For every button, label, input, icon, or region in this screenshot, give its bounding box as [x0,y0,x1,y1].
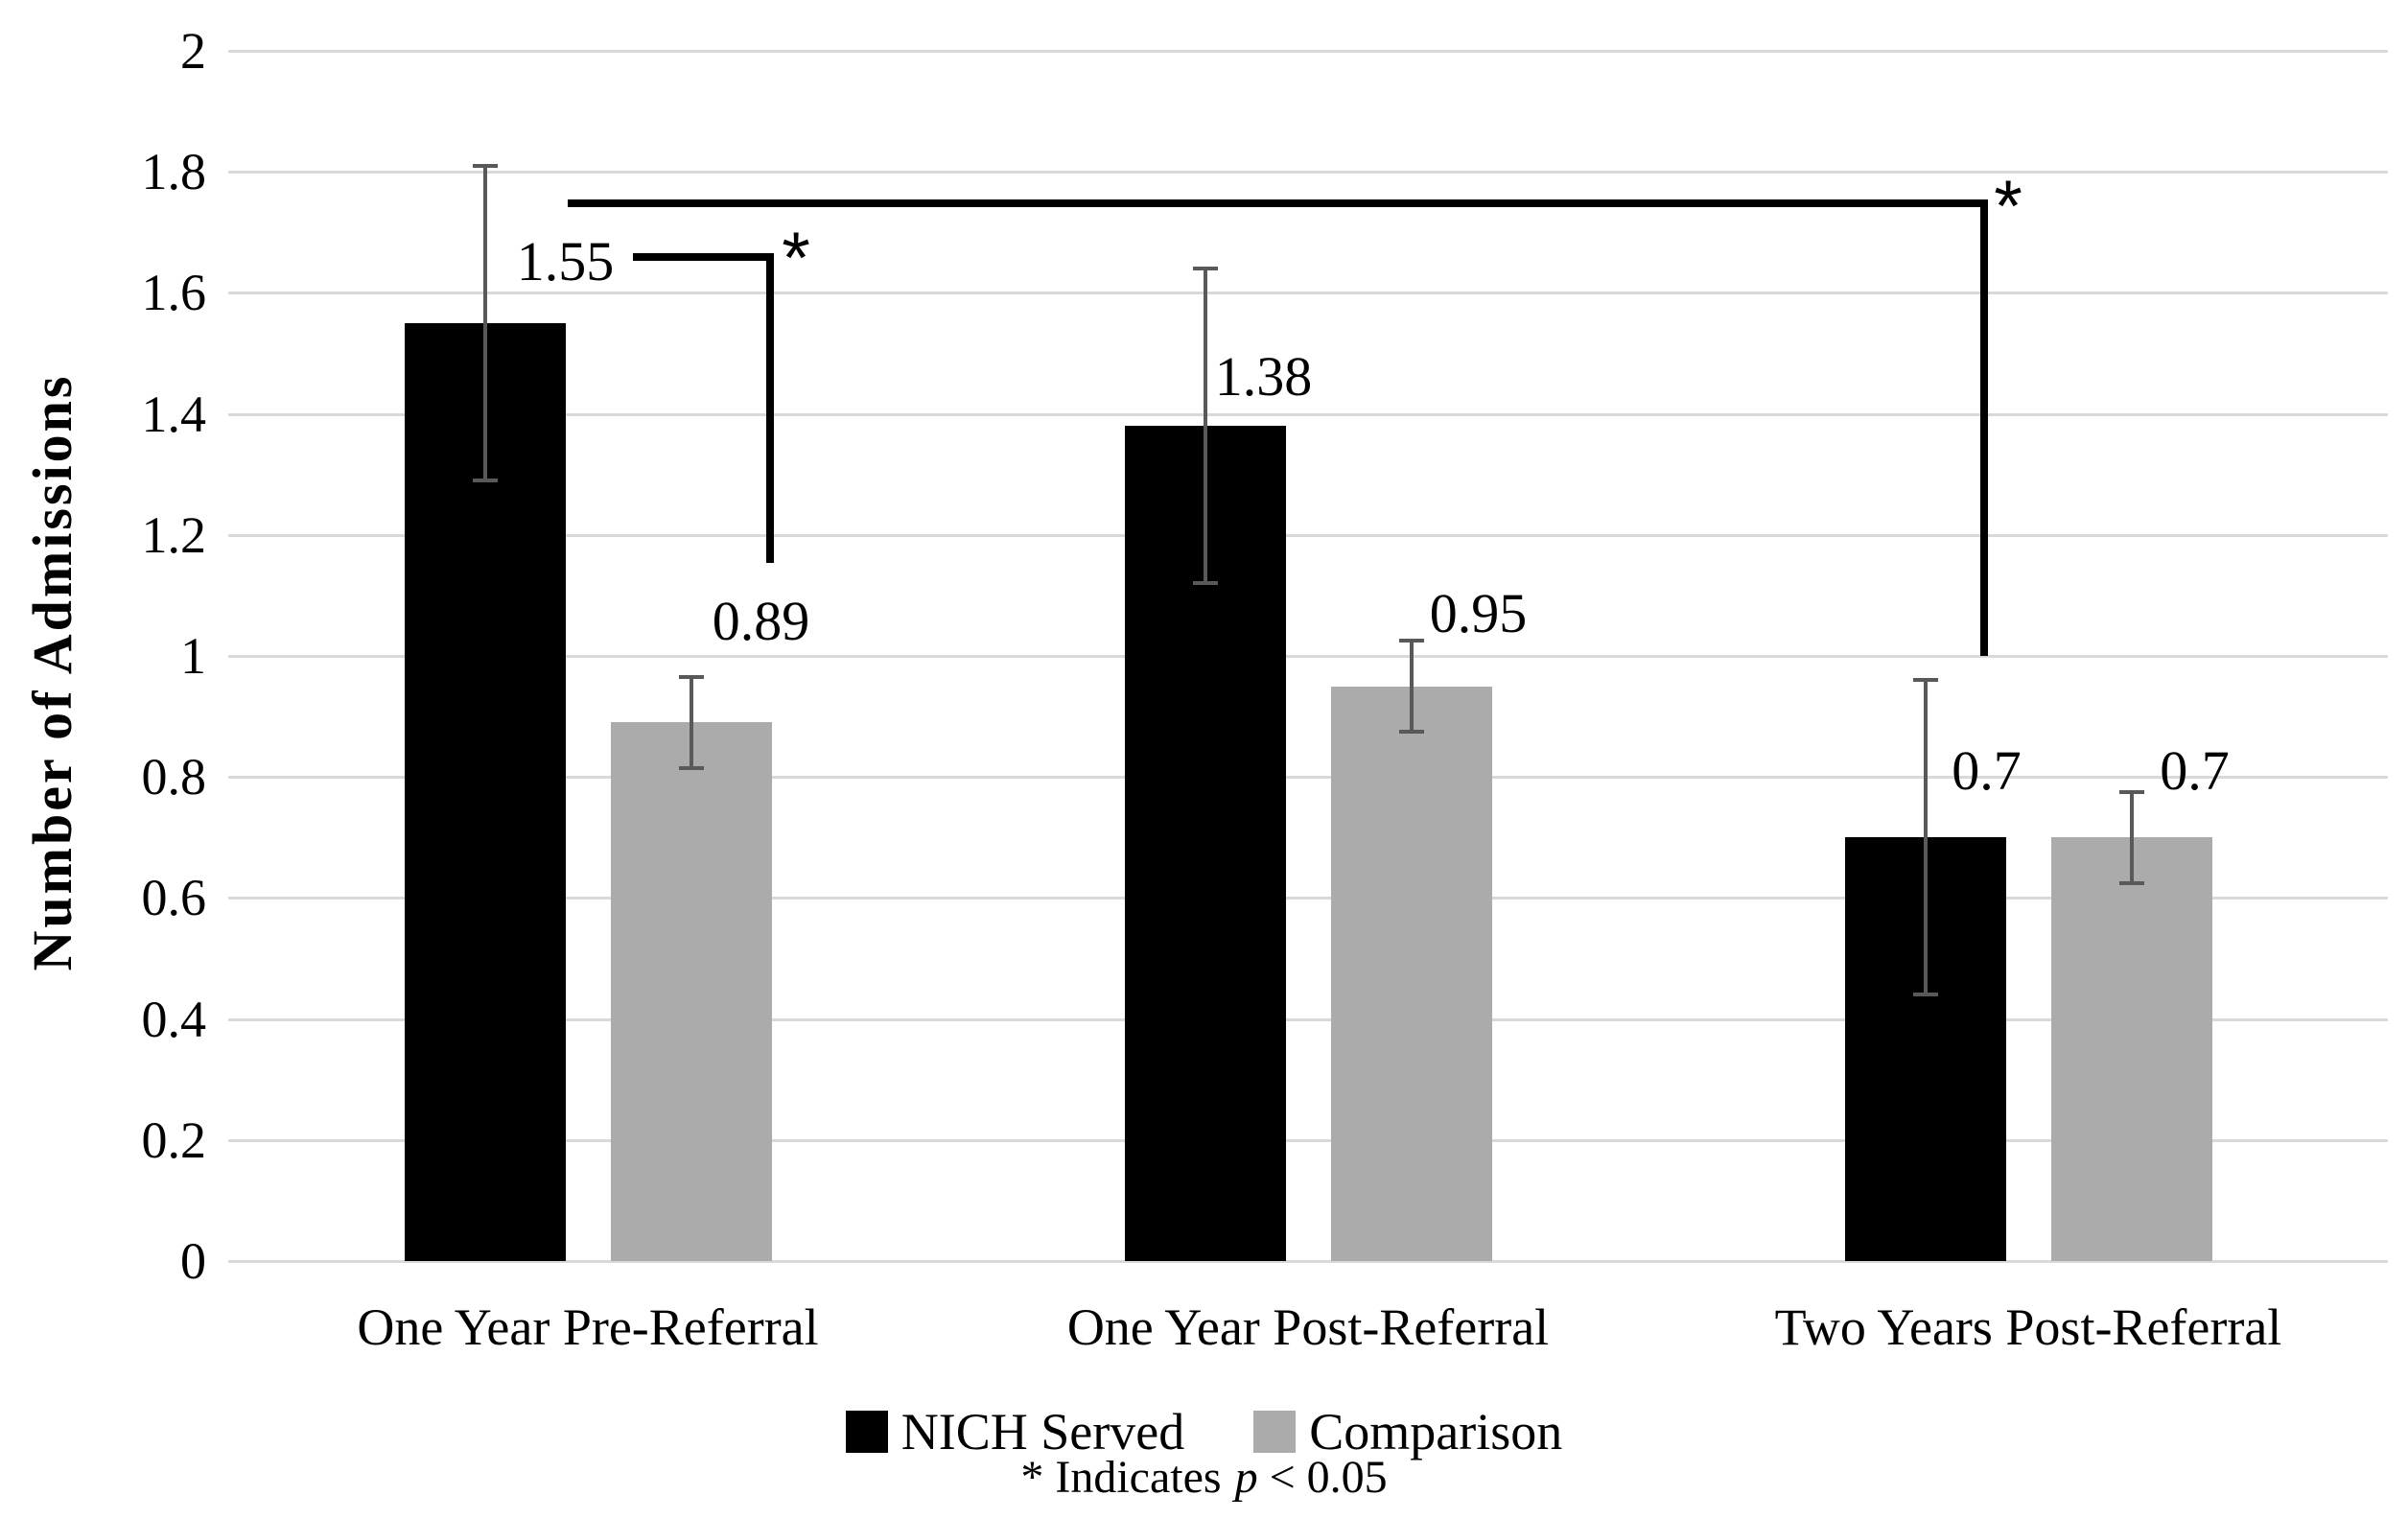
gridline-y-1.8 [228,171,2388,175]
gridline-y-0.8 [228,776,2388,780]
legend-item-nich-served: NICH Served [845,1402,1185,1461]
error-bar-cap-bottom [1912,993,1938,997]
data-label-1.55: 1.55 [516,229,615,292]
gridline-y-1 [228,655,2388,658]
error-bar-cap-bottom [678,765,704,770]
legend-label: NICH Served [900,1403,1185,1461]
footnote-suffix: < 0.05 [1269,1452,1388,1503]
y-tick-label-0.4: 0.4 [141,990,207,1048]
y-axis-title: Number of Admissions [21,373,83,971]
significance-bracket-line [568,199,1988,207]
significance-bracket-drop [766,253,774,563]
gridline-y-0.6 [228,897,2388,900]
bar-comparison-3 [2050,837,2212,1261]
error-bar-line [482,165,487,480]
data-label-0.89: 0.89 [712,590,810,653]
footnote-prefix: * Indicates [1020,1452,1222,1503]
error-bar-cap-top [1192,267,1218,271]
gridline-y-1.4 [228,412,2388,416]
legend-swatch-comparison [1253,1411,1297,1453]
significance-bracket-drop [1980,199,1988,656]
error-bar-cap-top [1398,639,1424,643]
bar-comparison-1 [610,722,772,1261]
y-tick-label-2: 2 [180,22,206,80]
y-tick-label-1: 1 [180,627,206,685]
category-label-3: Two Years Post-Referral [1774,1298,2282,1356]
error-bar-line [1923,680,1928,995]
error-bar-cap-bottom [2118,880,2144,885]
error-bar-cap-bottom [1398,729,1424,734]
y-tick-label-1.4: 1.4 [141,385,207,443]
significance-asterisk: * [782,218,810,299]
significance-asterisk: * [1994,166,2022,247]
error-bar-cap-top [678,675,704,680]
legend-label: Comparison [1309,1403,1563,1461]
gridline-y-1.6 [228,292,2388,295]
legend: NICH Served Comparison [0,1402,2408,1461]
data-label-0.7: 0.7 [2160,739,2230,803]
gridline-y-2 [228,50,2388,53]
data-label-0.7: 0.7 [1952,739,2022,803]
y-tick-label-0.2: 0.2 [141,1110,207,1169]
category-label-1: One Year Pre-Referral [357,1298,819,1356]
y-tick-label-1.8: 1.8 [141,143,207,201]
gridline-y-0.4 [228,1017,2388,1021]
gridline-y-0 [228,1260,2388,1263]
gridline-y-1.2 [228,533,2388,537]
data-label-0.95: 0.95 [1429,581,1528,644]
data-label-1.38: 1.38 [1214,345,1313,409]
footnote-p-symbol: p [1234,1452,1258,1503]
bar-comparison-2 [1330,686,1492,1261]
y-tick-label-1.6: 1.6 [141,264,207,322]
y-tick-label-0.8: 0.8 [141,748,207,806]
error-bar-cap-top [2118,789,2144,794]
category-label-2: One Year Post-Referral [1066,1298,1550,1356]
y-tick-label-1.2: 1.2 [141,505,207,564]
error-bar-line [689,677,693,768]
error-bar-line [1409,641,1414,732]
error-bar-cap-top [1912,678,1938,683]
y-tick-label-0: 0 [180,1232,206,1290]
legend-item-comparison: Comparison [1253,1402,1562,1461]
gridline-y-0.2 [228,1138,2388,1142]
error-bar-line [1203,269,1207,584]
y-tick-label-0.6: 0.6 [141,869,207,927]
footnote: * Indicates p < 0.05 [0,1450,2408,1506]
significance-bracket-line [633,253,774,261]
legend-swatch-nich-served [845,1411,888,1453]
error-bar-cap-bottom [472,479,498,482]
error-bar-cap-top [472,163,498,168]
error-bar-line [2129,791,2134,883]
error-bar-cap-bottom [1192,581,1218,586]
